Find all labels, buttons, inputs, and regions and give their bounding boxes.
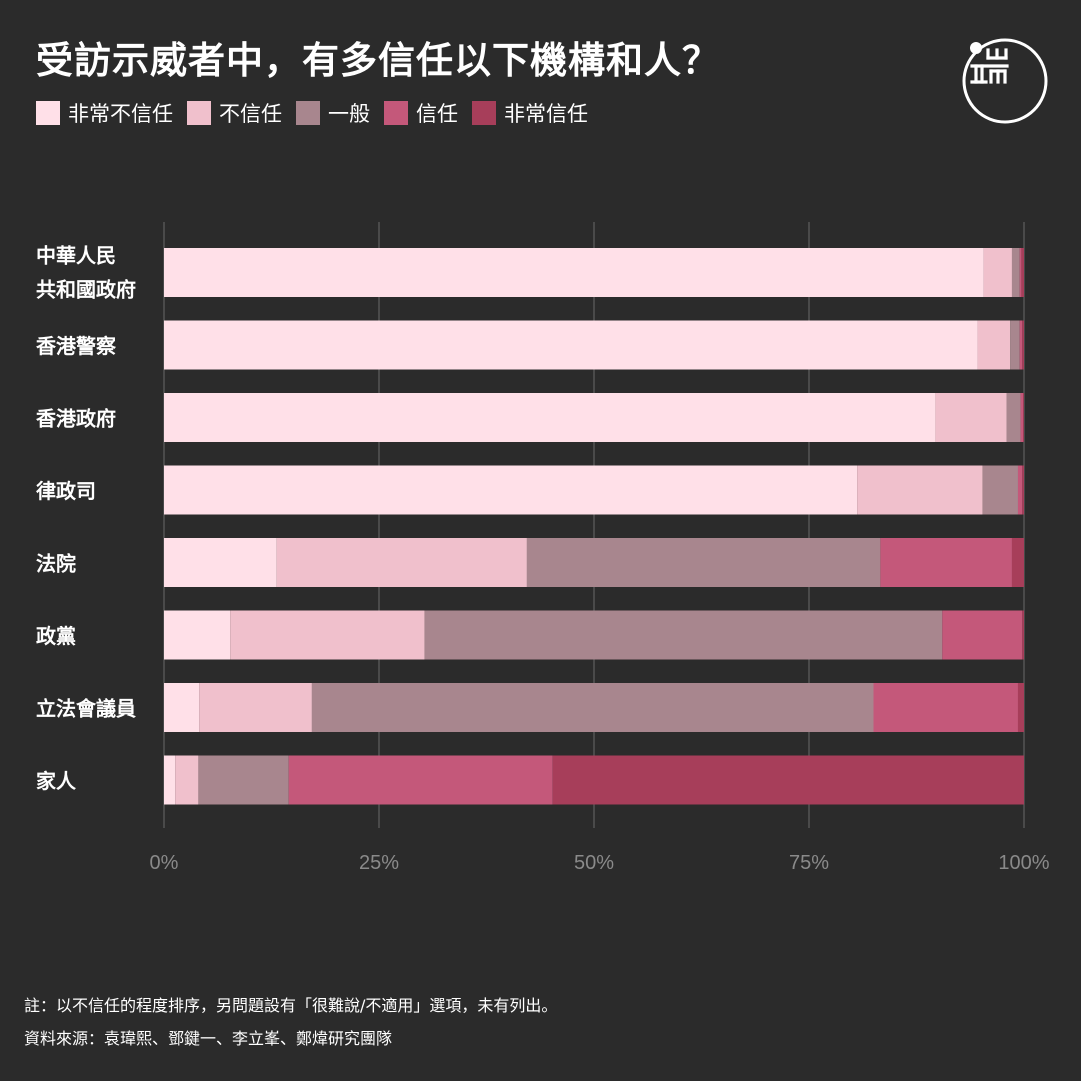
legend-item: 非常信任 xyxy=(472,98,588,128)
bar-segment xyxy=(1011,538,1024,587)
bar-segment xyxy=(857,465,983,515)
legend-swatch xyxy=(384,101,408,125)
chart-title: 受訪示威者中，有多信任以下機構和人？ xyxy=(36,39,720,82)
bar-segment xyxy=(164,755,176,805)
bar-segment xyxy=(164,248,984,297)
legend-swatch xyxy=(472,101,496,125)
bar-segment xyxy=(552,755,1024,805)
x-tick-label: 100% xyxy=(998,852,1049,874)
legend-item: 不信任 xyxy=(187,98,282,128)
bar-segment xyxy=(1011,248,1020,297)
bar-segment xyxy=(1017,465,1023,515)
category-label: 政黨 xyxy=(36,624,76,648)
bar-row xyxy=(164,248,1024,297)
legend-label: 非常不信任 xyxy=(68,102,173,126)
legend-label: 信任 xyxy=(416,102,458,126)
legend-item: 一般 xyxy=(296,98,370,128)
bar-segment xyxy=(526,538,881,587)
bar-segment xyxy=(1022,610,1024,660)
bar-segment xyxy=(164,320,978,370)
bar-segment xyxy=(199,683,312,732)
bar-segment xyxy=(1020,393,1024,442)
x-tick-label: 0% xyxy=(150,852,179,874)
bar-segment xyxy=(1010,320,1020,370)
bar-segment xyxy=(1023,393,1024,442)
chart-source: 資料來源：袁瑋熙、鄧鍵一、李立峯、鄭煒研究團隊 xyxy=(24,1029,393,1048)
legend-item: 信任 xyxy=(384,98,458,128)
x-tick-label: 50% xyxy=(574,852,614,874)
bar-segment xyxy=(164,683,200,732)
legend-item: 非常不信任 xyxy=(36,98,173,128)
bar-row xyxy=(164,610,1024,660)
bar-segment xyxy=(276,538,527,587)
bar-segment xyxy=(175,755,199,805)
bar-segment xyxy=(1019,320,1023,370)
legend-label: 不信任 xyxy=(219,102,282,126)
x-tick-label: 75% xyxy=(789,852,829,874)
bar-segment xyxy=(311,683,874,732)
bar-segment xyxy=(164,610,231,660)
legend-label: 一般 xyxy=(328,102,370,126)
gridlines xyxy=(163,222,1025,828)
legend-swatch xyxy=(187,101,211,125)
bar-segment xyxy=(230,610,425,660)
category-label: 香港政府 xyxy=(36,407,116,431)
category-label: 家人 xyxy=(36,769,77,793)
bar-row xyxy=(164,465,1024,515)
category-label: 法院 xyxy=(36,552,76,576)
bar-row xyxy=(164,755,1024,805)
bar-segment xyxy=(288,755,553,805)
bar-segment xyxy=(198,755,289,805)
chart-legend: 非常不信任 不信任 一般 信任 非常信任 xyxy=(36,98,602,128)
legend-swatch xyxy=(296,101,320,125)
bar-segment xyxy=(1022,465,1024,515)
bar-segment xyxy=(1022,320,1024,370)
category-label: 香港警察 xyxy=(36,334,117,358)
bar-row xyxy=(164,538,1024,587)
x-tick-label: 25% xyxy=(359,852,399,874)
category-label: 中華人民 xyxy=(36,244,116,268)
bar-segment xyxy=(880,538,1012,587)
bar-segment xyxy=(164,538,277,587)
bar-segment xyxy=(977,320,1011,370)
bar-row xyxy=(164,320,1024,370)
bar-segment xyxy=(1019,248,1022,297)
bar-segment xyxy=(424,610,943,660)
bar-segment xyxy=(1017,683,1024,732)
category-label: 立法會議員 xyxy=(36,697,136,721)
bar-segment xyxy=(983,248,1012,297)
legend-swatch xyxy=(36,101,60,125)
initium-logo-icon xyxy=(962,38,1048,124)
bar-segment xyxy=(982,465,1018,515)
category-label: 律政司 xyxy=(36,479,96,503)
bar-segment xyxy=(1006,393,1021,442)
bar-segment xyxy=(873,683,1018,732)
bar-segment xyxy=(164,465,858,515)
chart-footnote: 註：以不信任的程度排序，另問題設有「很難說/不適用」選項，未有列出。 xyxy=(24,996,558,1015)
category-label: 共和國政府 xyxy=(36,278,136,302)
bar-row xyxy=(164,393,1024,442)
bar-segment xyxy=(164,393,936,442)
bar-segment xyxy=(942,610,1023,660)
bar-segment xyxy=(1021,248,1024,297)
legend-label: 非常信任 xyxy=(504,102,588,126)
bar-row xyxy=(164,683,1024,732)
bar-segment xyxy=(935,393,1007,442)
